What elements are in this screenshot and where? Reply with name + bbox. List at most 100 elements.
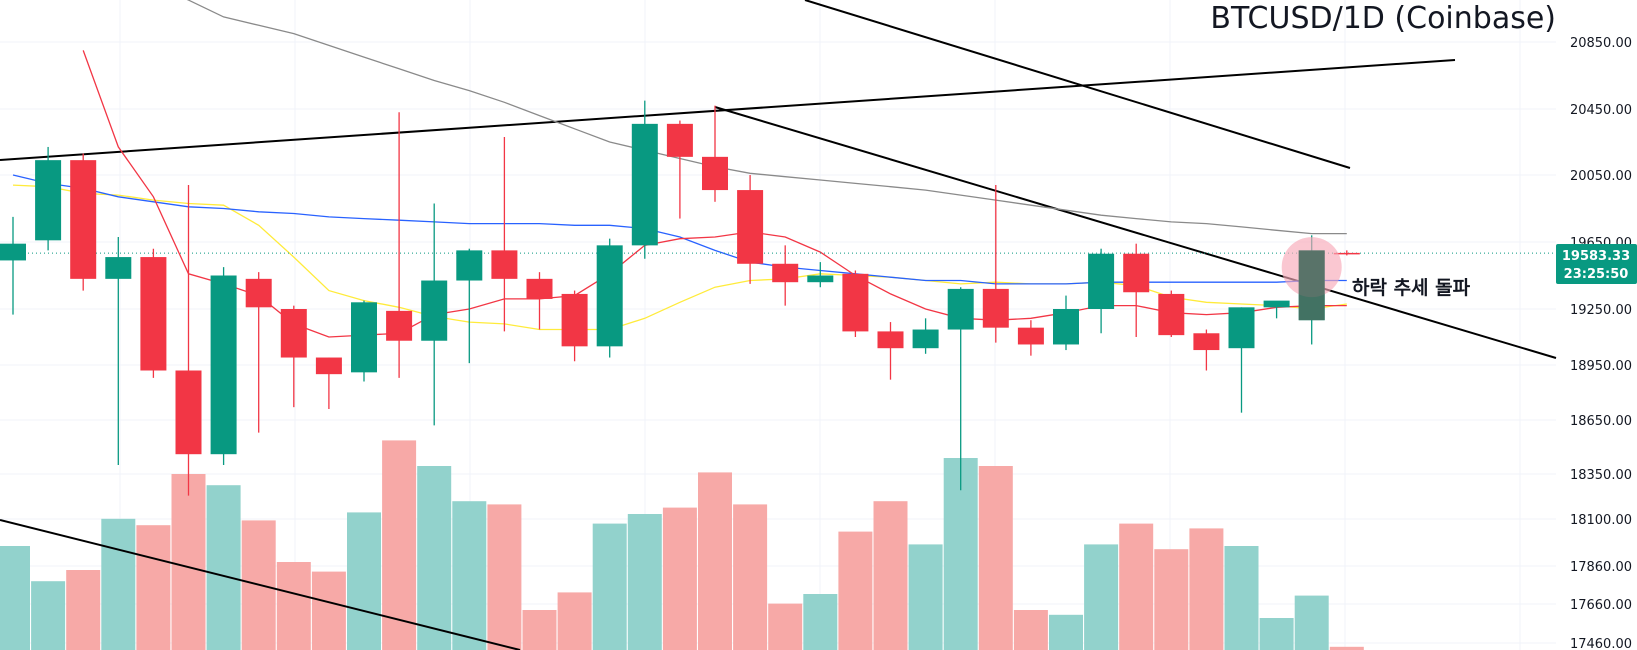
candle-body [631,123,658,246]
volume-bar [0,546,30,650]
current-price-label: 19583.33 [1562,249,1630,264]
candle-body [1123,253,1150,293]
candle-body [702,156,728,191]
candle-body [491,250,518,279]
candle-body [1158,293,1185,336]
volume-bar [768,603,803,650]
volume-bar [347,512,381,650]
breakout-candle-overlay [1298,250,1325,321]
candle-body [421,280,448,341]
chart-title: BTCUSD/1D (Coinbase) [1210,1,1556,36]
candle-body [35,160,62,241]
candle-body [210,275,237,455]
candle-body [1053,309,1079,345]
candle-body [807,275,834,283]
candle-body [1193,333,1220,351]
price-tick-label: 19250.00 [1570,303,1632,318]
volume-bar [311,571,346,650]
candle-body [1088,253,1115,309]
candle-layer [0,100,1360,496]
candle-body [1228,307,1255,349]
price-tick-label: 17460.00 [1570,637,1632,650]
volume-layer [0,440,1364,650]
trendline-layer[interactable] [0,0,1557,650]
price-tick-label: 20850.00 [1570,36,1632,51]
volume-bar [1084,544,1119,650]
volume-bar [171,474,206,650]
volume-bar [873,501,908,650]
volume-bar [592,523,627,650]
candle-body [842,273,869,332]
candle-body [912,329,939,349]
volume-bar [1224,546,1259,650]
price-tick-label: 20050.00 [1570,169,1632,184]
volume-bar [627,514,662,650]
volume-bar [417,466,452,650]
annotation-layer [1281,237,1342,321]
volume-bar [1259,618,1294,650]
volume-bar [1013,610,1048,650]
trendline[interactable] [0,519,521,650]
volume-bar [557,592,592,650]
volume-bar [803,594,838,650]
candle-body [175,370,202,455]
candle-body [737,190,764,264]
volume-bar [136,525,171,650]
current-price-badge [1556,244,1637,284]
candle-body [140,257,167,371]
volume-bar [101,518,136,650]
volume-bar [522,610,557,650]
candle-body [245,278,272,308]
volume-bar [1294,595,1329,650]
price-axis[interactable]: 20850.0020450.0020050.0019650.0019250.00… [1570,36,1632,650]
candle-body [456,250,483,281]
volume-bar [838,531,873,650]
candle-body [561,293,588,347]
trendline[interactable] [714,106,1557,359]
volume-bar [733,504,768,650]
price-tick-label: 18950.00 [1570,359,1632,374]
candle-body [280,309,307,358]
candle-body [947,288,974,330]
volume-bar [487,504,522,650]
candle-body [386,310,413,341]
candle-body [0,243,26,261]
volume-bar [66,570,101,650]
price-tick-label: 18350.00 [1570,468,1632,483]
price-tick-label: 18650.00 [1570,414,1632,429]
volume-bar [276,562,311,650]
volume-bar [978,466,1013,650]
candle-body [877,331,904,349]
volume-bar [31,581,66,650]
price-tick-label: 17660.00 [1570,598,1632,613]
volume-bar [1119,523,1154,650]
candle-body [982,288,1009,328]
volume-bar [908,544,943,650]
volume-bar [1329,646,1364,650]
candle-body [351,302,377,373]
volume-bar [662,507,697,650]
volume-bar [1049,614,1083,650]
candle-body [526,278,553,299]
candle-body [666,123,693,157]
candle-body [105,257,132,279]
volume-bar [1154,549,1189,650]
candle-body [772,263,799,283]
price-tick-label: 18100.00 [1570,513,1632,528]
candle-body [70,160,97,279]
volume-bar [206,485,241,650]
candle-body [315,357,342,375]
price-tick-label: 20450.00 [1570,103,1632,118]
volume-bar [698,472,732,650]
volume-bar [452,501,487,650]
breakout-annotation: 하락 추세 돌파 [1352,277,1471,299]
volume-bar [1189,528,1224,650]
countdown-label: 23:25:50 [1564,267,1629,282]
candle-body [596,245,623,347]
candle-body [1263,300,1290,308]
candle-body [1017,327,1044,345]
trendline[interactable] [804,0,1351,169]
candle-body [1333,252,1360,255]
